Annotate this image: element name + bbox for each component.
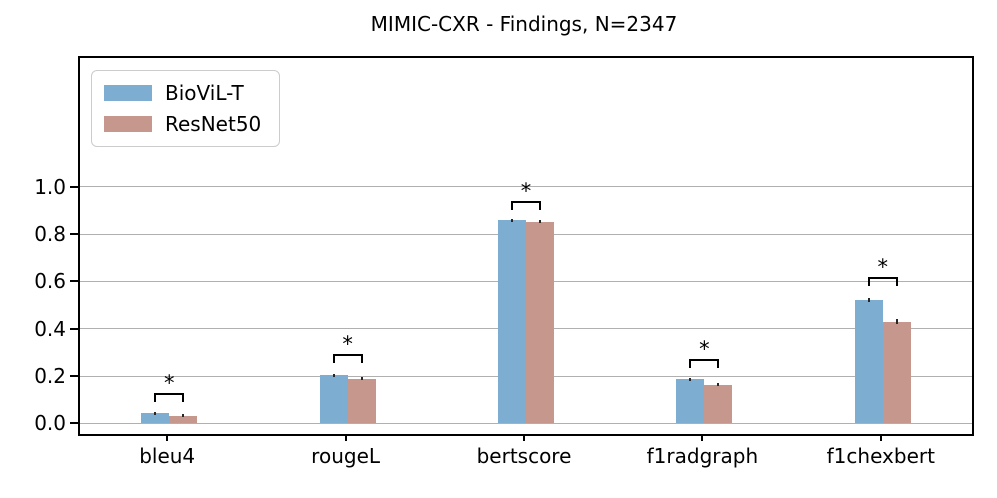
significance-bracket: [511, 200, 541, 210]
x-tick-mark: [701, 434, 704, 441]
bar-resnet50-bertscore: [526, 221, 554, 424]
error-bar: [717, 383, 720, 387]
significance-bracket: [867, 276, 898, 286]
significance-star: *: [520, 178, 532, 203]
legend-entry-biovilt: BioViL-T: [104, 82, 261, 104]
significance-bracket: [689, 358, 720, 368]
x-tick-label: bleu4: [139, 444, 196, 468]
error-bar: [867, 298, 870, 303]
x-tick-mark: [166, 434, 169, 441]
gridline: [80, 186, 972, 188]
error-bar: [360, 377, 363, 381]
bar-resnet50-f1chexbert: [882, 321, 911, 424]
x-tick-label: rougeL: [311, 444, 381, 468]
bar-biovilt-rougeL: [319, 375, 348, 424]
x-tick-label: f1radgraph: [646, 444, 759, 468]
legend-entry-resnet50: ResNet50: [104, 113, 261, 135]
x-tick-mark: [879, 434, 882, 441]
y-tick-mark: [70, 185, 78, 188]
y-tick-mark: [70, 422, 78, 425]
gridline: [80, 422, 972, 424]
bar-resnet50-f1radgraph: [704, 384, 733, 424]
legend-swatch-biovilt: [104, 85, 152, 101]
y-tick-label: 0.8: [34, 222, 66, 247]
significance-star: *: [877, 254, 889, 279]
bar-biovilt-bleu4: [141, 413, 170, 424]
significance-star: *: [163, 370, 175, 395]
error-bar: [689, 377, 692, 381]
chart-title: MIMIC-CXR - Findings, N=2347: [370, 12, 678, 36]
error-bar: [511, 218, 513, 222]
x-tick-label: bertscore: [476, 444, 572, 468]
legend-swatch-resnet50: [104, 116, 152, 132]
y-tick-label: 0.0: [34, 411, 66, 436]
bar-biovilt-bertscore: [498, 220, 526, 424]
significance-bracket: [154, 392, 185, 402]
legend-label-biovilt: BioViL-T: [165, 81, 244, 105]
legend-label-resnet50: ResNet50: [165, 112, 262, 136]
y-tick-label: 0.2: [34, 364, 66, 389]
error-bar: [182, 414, 185, 418]
error-bar: [895, 319, 898, 325]
error-bar: [332, 373, 335, 377]
y-tick-label: 0.6: [34, 269, 66, 294]
legend: BioViL-T ResNet50: [91, 70, 281, 147]
x-tick-mark: [523, 434, 525, 441]
bar-resnet50-bleu4: [169, 415, 198, 424]
y-tick-label: 0.4: [34, 316, 66, 341]
error-bar: [154, 411, 157, 415]
x-tick-mark: [344, 434, 347, 441]
significance-star: *: [699, 336, 710, 361]
bar-biovilt-f1chexbert: [854, 300, 883, 424]
x-tick-label: f1chexbert: [826, 444, 935, 468]
error-bar: [539, 220, 541, 224]
plot-area: BioViL-T ResNet50 * * * * *: [78, 56, 974, 436]
bar-resnet50-rougeL: [347, 378, 376, 424]
y-tick-mark: [70, 280, 78, 283]
bar-biovilt-f1radgraph: [676, 379, 705, 424]
y-tick-mark: [70, 375, 78, 378]
significance-star: *: [342, 331, 353, 356]
significance-bracket: [332, 353, 363, 363]
y-tick-mark: [70, 327, 78, 330]
y-tick-mark: [70, 233, 78, 236]
y-tick-label: 1.0: [34, 174, 66, 199]
